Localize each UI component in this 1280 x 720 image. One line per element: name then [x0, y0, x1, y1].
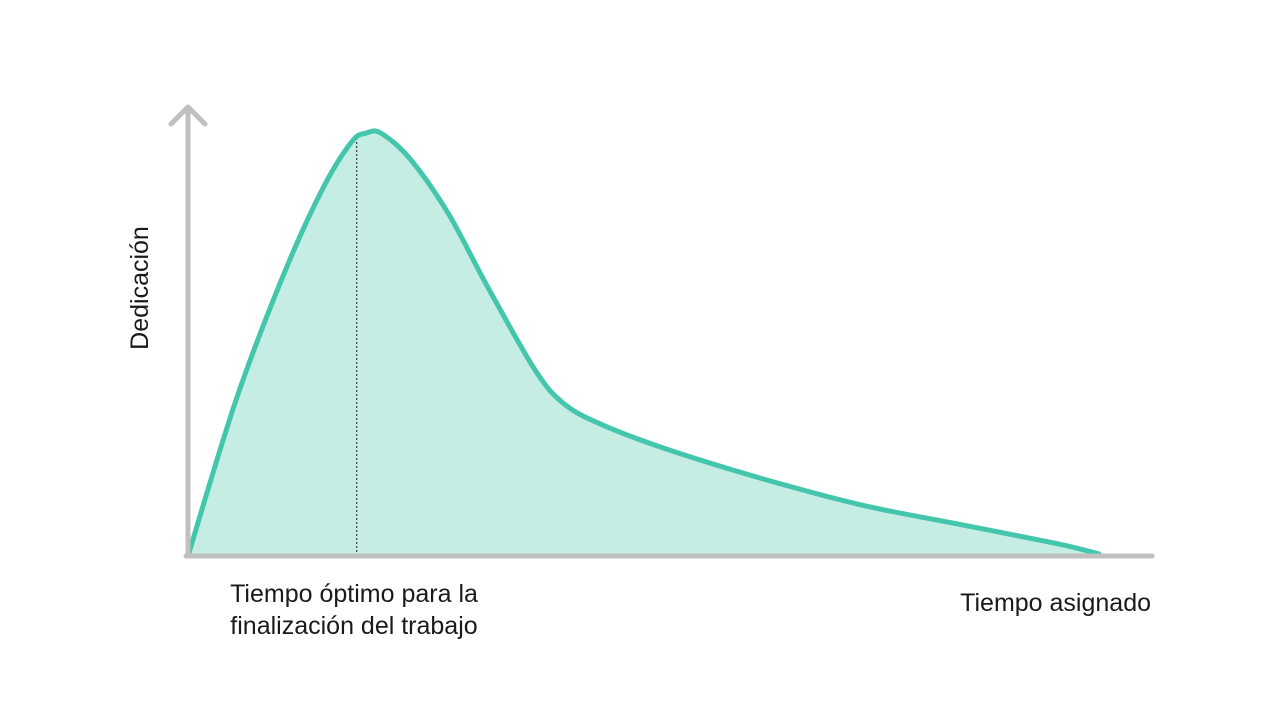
optimal-time-annotation: Tiempo óptimo para la finalización del t…	[230, 578, 478, 642]
series-line	[185, 128, 1102, 559]
optimal-time-annotation-line-2: finalización del trabajo	[230, 612, 478, 640]
y-axis-label: Dedicación	[126, 226, 154, 350]
area-fill	[188, 130, 1099, 556]
x-axis-label: Tiempo asignado	[960, 589, 1151, 617]
optimal-time-annotation-line-1: Tiempo óptimo para la	[230, 580, 478, 608]
y-axis-arrow-icon	[168, 104, 208, 127]
